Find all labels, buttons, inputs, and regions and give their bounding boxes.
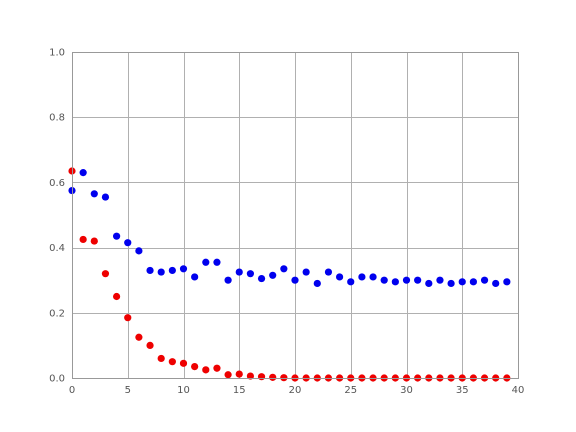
data-point-series-2 — [135, 333, 143, 341]
data-point-series-1 — [135, 247, 143, 255]
data-point-series-1 — [313, 279, 321, 288]
x-tick-label: 40 — [512, 385, 525, 396]
data-point-series-2 — [191, 362, 199, 371]
y-tick-label: 0.0 — [49, 374, 65, 385]
data-point-series-1 — [90, 190, 98, 198]
x-tick-label: 20 — [289, 385, 302, 396]
data-point-series-1 — [503, 278, 511, 286]
x-tick-label: 5 — [125, 385, 131, 396]
data-point-series-1 — [391, 278, 399, 286]
y-tick-label: 0.2 — [49, 308, 65, 319]
data-point-series-2 — [124, 314, 132, 322]
data-point-series-1 — [492, 279, 500, 288]
data-point-series-2 — [280, 374, 288, 382]
data-point-series-1 — [347, 278, 355, 286]
data-point-series-1 — [280, 265, 288, 273]
data-point-series-2 — [235, 370, 243, 378]
data-point-series-2 — [213, 364, 221, 372]
data-point-series-1 — [414, 276, 422, 284]
data-point-series-2 — [246, 372, 254, 380]
data-point-series-1 — [480, 276, 489, 284]
data-point-series-2 — [101, 270, 110, 278]
x-tick-label: 15 — [233, 385, 246, 396]
data-point-series-1 — [113, 232, 121, 240]
grid-lines — [72, 52, 519, 379]
y-tick-label: 0.8 — [49, 113, 65, 124]
data-point-series-1 — [425, 279, 433, 288]
data-point-series-1 — [235, 268, 243, 276]
data-point-series-2 — [146, 341, 154, 349]
data-point-series-1 — [436, 276, 444, 284]
data-point-series-1 — [101, 193, 110, 201]
data-point-series-2 — [90, 237, 98, 245]
x-tick-label: 25 — [344, 385, 357, 396]
data-point-series-1 — [157, 268, 165, 276]
x-tick-label: 0 — [69, 385, 75, 396]
data-point-series-2 — [224, 371, 232, 379]
data-point-series-1 — [358, 273, 366, 281]
x-tick-label: 10 — [177, 385, 190, 396]
y-axis-ticks: 0.0 0.2 0.4 0.6 0.8 1.0 — [49, 48, 65, 385]
data-point-series-1 — [202, 258, 210, 266]
data-point-series-1 — [336, 273, 344, 281]
data-points — [68, 167, 511, 382]
y-tick-label: 1.0 — [49, 48, 65, 59]
data-point-series-1 — [179, 265, 188, 273]
data-point-series-1 — [124, 239, 132, 247]
data-point-series-2 — [179, 359, 188, 367]
plot-frame — [72, 52, 519, 379]
data-point-series-2 — [168, 358, 176, 366]
data-point-series-2 — [113, 292, 121, 301]
data-point-series-1 — [324, 268, 333, 276]
data-point-series-2 — [257, 373, 266, 381]
data-point-series-1 — [380, 276, 388, 284]
data-point-series-1 — [246, 270, 254, 278]
data-point-series-1 — [469, 278, 477, 286]
data-point-series-2 — [202, 366, 210, 374]
data-point-series-1 — [257, 274, 266, 283]
data-point-series-1 — [191, 273, 199, 281]
data-point-series-1 — [369, 273, 377, 281]
y-tick-label: 0.4 — [49, 243, 65, 254]
data-point-series-1 — [302, 268, 310, 276]
data-point-series-1 — [146, 266, 154, 275]
x-axis-ticks: 0 5 10 15 20 25 30 35 40 — [69, 385, 525, 396]
data-point-series-2 — [157, 354, 165, 363]
data-point-series-1 — [168, 266, 176, 275]
data-point-series-1 — [291, 276, 299, 284]
data-point-series-1 — [447, 279, 455, 288]
y-tick-label: 0.6 — [49, 178, 65, 189]
x-tick-label: 30 — [400, 385, 413, 396]
data-point-series-1 — [269, 271, 277, 279]
data-point-series-1 — [224, 276, 232, 284]
data-point-series-2 — [269, 373, 277, 381]
data-point-series-1 — [79, 169, 87, 177]
data-point-series-2 — [79, 235, 87, 244]
data-point-series-1 — [402, 276, 411, 284]
x-tick-label: 35 — [456, 385, 469, 396]
data-point-series-1 — [458, 278, 466, 286]
data-point-series-1 — [213, 258, 221, 266]
